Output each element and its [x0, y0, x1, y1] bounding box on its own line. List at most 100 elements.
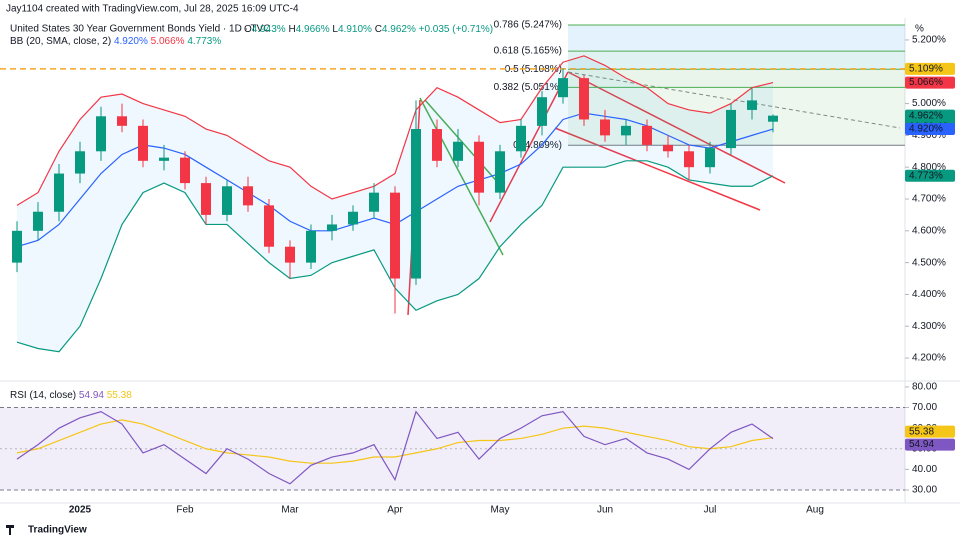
rsi-y-tick-label: 40.00 — [912, 464, 937, 475]
rsi-line — [16, 410, 774, 485]
x-tick-label: Apr — [387, 505, 403, 516]
ohlc-value: 4.910% — [338, 24, 372, 35]
ohlc-key: H — [288, 24, 295, 35]
trend-line — [419, 97, 504, 256]
fib-label: 0.618 (5.165%) — [494, 46, 562, 57]
candle-body — [75, 151, 85, 174]
rsi-ma — [16, 419, 774, 464]
candle-body — [96, 116, 106, 152]
candle-body — [579, 78, 589, 120]
bb-lower-value: 4.773% — [187, 36, 221, 47]
fib-label: 0.382 (5.051%) — [494, 82, 562, 93]
candle-body — [642, 125, 652, 145]
y-tick-label: 4.600% — [912, 225, 946, 236]
candle-body — [684, 151, 694, 168]
candle-body — [411, 129, 421, 279]
candle-body — [117, 116, 127, 126]
change: +0.035 (+0.71%) — [419, 24, 494, 35]
price-label-bg — [905, 123, 955, 136]
rsi-label: 55.38 — [909, 426, 934, 437]
candle-body — [327, 224, 337, 231]
trend-line — [489, 71, 569, 223]
trend-line — [567, 71, 786, 184]
bb-basis-value: 4.920% — [114, 36, 148, 47]
candle-body — [33, 211, 43, 231]
x-tick-label: Mar — [281, 505, 299, 516]
trend-line — [554, 127, 761, 211]
candle-body — [306, 230, 316, 263]
candle-body — [201, 183, 211, 215]
y-tick-label: 4.300% — [912, 321, 946, 332]
y-tick-label: 4.800% — [912, 162, 946, 173]
candle-body — [495, 151, 505, 193]
candle-body — [180, 157, 190, 184]
ohlc-key: C — [375, 24, 382, 35]
y-tick-label: 5.200% — [912, 35, 946, 46]
fib-label: 0.786 (5.247%) — [494, 20, 562, 31]
x-tick-label: Feb — [176, 505, 194, 516]
candle-body — [243, 186, 253, 206]
rsi-label: 54.94 — [909, 439, 934, 450]
fib-zone — [568, 51, 905, 70]
candle-body — [369, 192, 379, 212]
ohlc-key: O — [244, 24, 252, 35]
candle-body — [705, 148, 715, 168]
x-tick-label: May — [491, 505, 510, 516]
fib-zone — [568, 69, 905, 88]
symbol-title: United States 30 Year Government Bonds Y… — [10, 24, 271, 35]
y-tick-label: 5.000% — [912, 98, 946, 109]
candle-body — [348, 211, 358, 225]
price-label: 5.109% — [909, 64, 943, 75]
candle-body — [516, 125, 526, 152]
price-label-bg — [905, 169, 955, 182]
price-label: 4.773% — [909, 170, 943, 181]
candle-body — [726, 109, 736, 149]
candle-body — [474, 141, 484, 193]
candle-body — [453, 141, 463, 161]
candle-body — [432, 129, 442, 161]
ohlc-value: 4.943% — [252, 24, 286, 35]
candle-body — [138, 125, 148, 161]
bb-legend: BB (20, SMA, close, 2) 4.920% 5.066% 4.7… — [10, 36, 221, 47]
fib-zone — [568, 87, 905, 146]
bb-upper — [16, 55, 774, 206]
ohlc-key: L — [332, 24, 338, 35]
rsi-y-tick-label: 30.00 — [912, 485, 937, 496]
y-tick-label: 4.500% — [912, 257, 946, 268]
candle-body — [747, 100, 757, 110]
candle-body — [222, 186, 232, 215]
bb-upper-value: 5.066% — [151, 36, 185, 47]
x-tick-label: Aug — [806, 505, 824, 516]
axis-unit: % — [915, 24, 924, 35]
x-tick-label: Jun — [597, 505, 613, 516]
rsi-y-tick-label: 80.00 — [912, 382, 937, 393]
bb-title: BB (20, SMA, close, 2) — [10, 36, 111, 47]
y-tick-label: 4.400% — [912, 289, 946, 300]
candle-body — [558, 78, 568, 98]
credit: Jay1104 created with TradingView.com, Ju… — [6, 4, 299, 15]
candle-body — [537, 97, 547, 126]
rsi-label-bg — [905, 425, 955, 438]
y-tick-label: 4.700% — [912, 194, 946, 205]
fib-zone — [568, 24, 905, 52]
ohlc-value: 4.962% — [382, 24, 416, 35]
rsi-y-tick-label: 70.00 — [912, 402, 937, 413]
rsi-label-bg — [905, 438, 955, 451]
candle-body — [264, 205, 274, 247]
price-label: 4.920% — [909, 124, 943, 135]
candle-body — [663, 144, 673, 152]
fib-label: 0 (4.869%) — [513, 140, 562, 151]
price-label: 5.066% — [909, 77, 943, 88]
price-label-bg — [905, 76, 955, 89]
ohlc-value: 4.966% — [296, 24, 330, 35]
rsi-value: 54.94 — [79, 390, 104, 401]
y-tick-label: 4.900% — [912, 130, 946, 141]
logo — [6, 525, 14, 535]
candle-body — [768, 115, 778, 122]
rsi-title: RSI (14, close) — [10, 390, 76, 401]
candle-body — [12, 230, 22, 263]
rsi-ma-value: 55.38 — [107, 390, 132, 401]
candle-body — [390, 192, 400, 279]
x-tick-label: 2025 — [69, 505, 92, 516]
